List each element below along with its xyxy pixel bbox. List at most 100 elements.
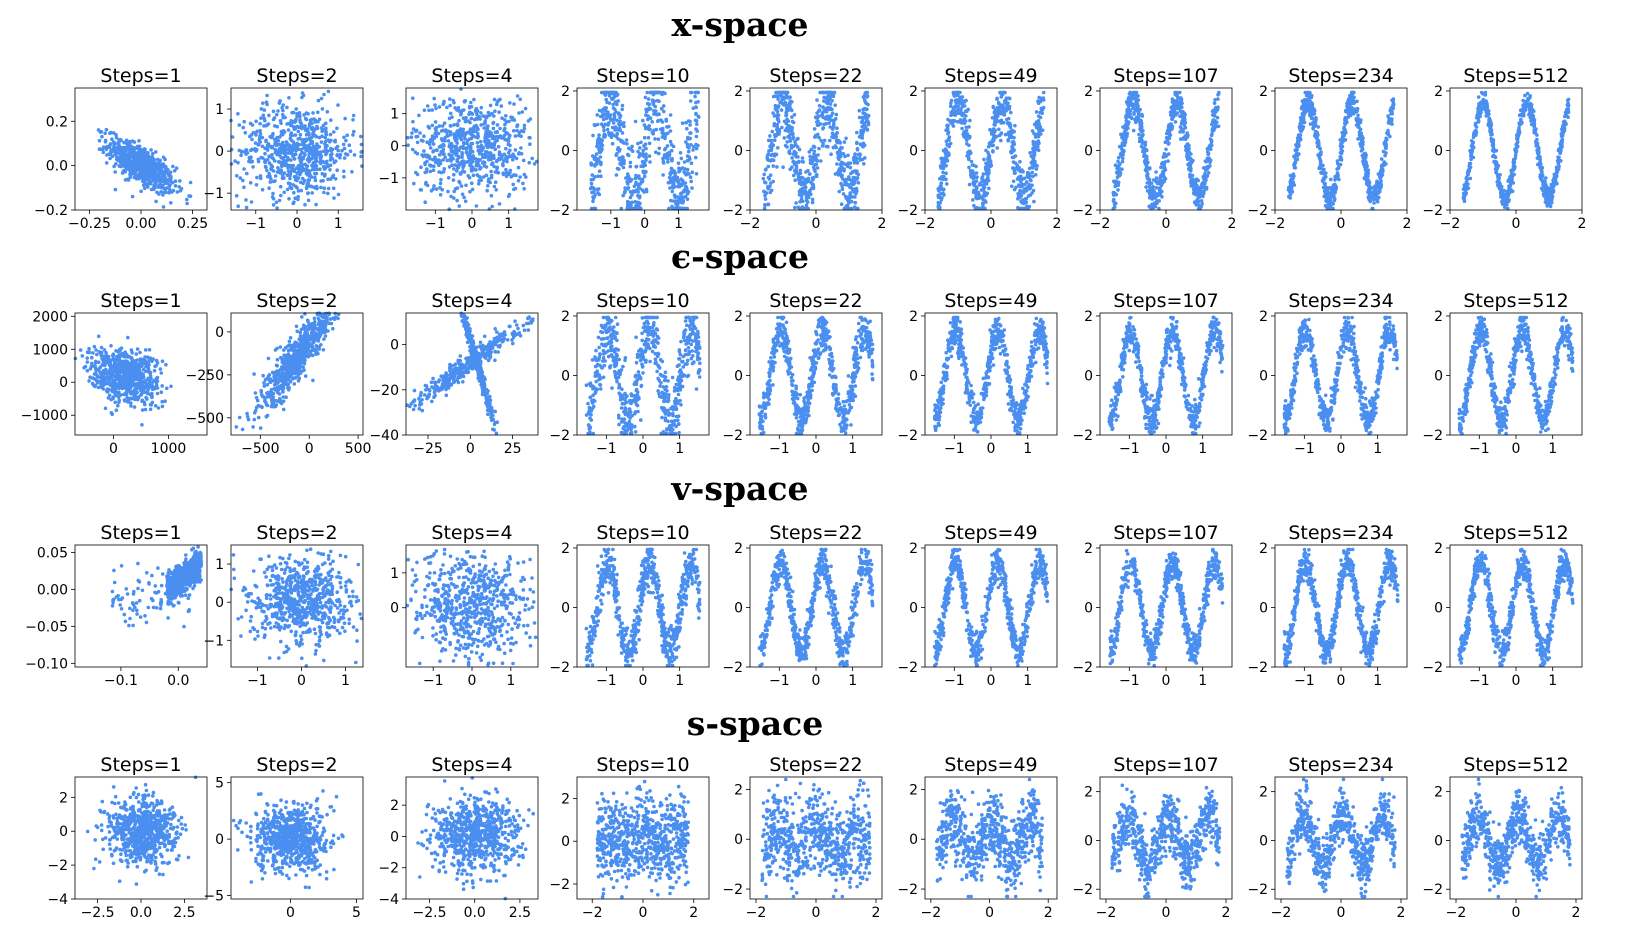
scatter-point [114, 188, 118, 192]
scatter-panel: Steps=1−0.25 0.00 0.25−0.20.00.2 [34, 65, 208, 232]
scatter-point [304, 138, 308, 142]
scatter-point [299, 121, 303, 125]
scatter-point [423, 200, 427, 204]
scatter-point [264, 140, 268, 144]
scatter-point [309, 139, 313, 143]
scatter-point [281, 113, 285, 117]
scatter-points [229, 90, 364, 210]
scatter-point [267, 122, 271, 126]
scatter-point [242, 186, 246, 190]
y-tick-label: 0 [215, 144, 224, 160]
scatter-point [131, 195, 135, 199]
scatter-point [260, 107, 264, 111]
scatter-point [131, 154, 135, 158]
scatter-point [294, 149, 298, 153]
panel-title: Steps=2 [256, 65, 337, 87]
scatter-point [249, 149, 253, 153]
scatter-point [138, 160, 142, 164]
scatter-point [171, 165, 175, 169]
scatter-point [335, 168, 339, 172]
scatter-point [332, 196, 336, 200]
scatter-point [322, 93, 326, 97]
y-tick-label: −1 [203, 186, 224, 202]
scatter-point [113, 170, 117, 174]
scatter-point [310, 191, 314, 195]
scatter-point [248, 157, 252, 161]
scatter-point [242, 120, 246, 124]
scatter-point [116, 159, 120, 163]
scatter-point [486, 184, 490, 188]
scatter-point [266, 144, 270, 148]
scatter-point [504, 168, 508, 172]
scatter-point [130, 165, 134, 169]
scatter-point [323, 174, 327, 178]
scatter-point [283, 164, 287, 168]
scatter-point [315, 125, 319, 129]
scatter-point [287, 169, 291, 173]
scatter-point [244, 152, 248, 156]
scatter-point [273, 159, 277, 163]
scatter-point [110, 148, 114, 152]
scatter-point [150, 188, 154, 192]
scatter-point [282, 156, 286, 160]
scatter-point [314, 159, 318, 163]
scatter-point [185, 202, 189, 206]
scatter-point [292, 200, 296, 204]
scatter-point [151, 152, 155, 156]
scatter-point [500, 104, 504, 108]
scatter-point [141, 160, 145, 164]
scatter-point [449, 124, 453, 128]
scatter-point [230, 162, 234, 166]
scatter-point [263, 152, 267, 156]
scatter-point [445, 106, 449, 110]
scatter-point [301, 143, 305, 147]
scatter-point [174, 184, 178, 188]
row-title-s-space: s-space [687, 704, 823, 743]
scatter-point [104, 139, 108, 143]
scatter-point [438, 105, 442, 109]
scatter-point [255, 183, 259, 187]
scatter-point [278, 199, 282, 203]
scatter-point [288, 182, 292, 186]
scatter-point [265, 100, 269, 104]
scatter-point [495, 160, 499, 164]
scatter-point [282, 152, 286, 156]
scatter-point [281, 103, 285, 107]
scatter-point [518, 98, 522, 102]
scatter-point [176, 190, 180, 194]
scatter-point [98, 139, 102, 143]
scatter-point [359, 135, 363, 139]
scatter-point [259, 177, 263, 181]
scatter-point [236, 204, 240, 208]
scatter-point [293, 175, 297, 179]
scatter-point [279, 194, 283, 198]
x-tick-label: 0.25 [177, 216, 208, 232]
scatter-point [124, 162, 128, 166]
scatter-point [277, 139, 281, 143]
scatter-point [273, 138, 277, 142]
scatter-point [280, 170, 284, 174]
scatter-point [307, 152, 311, 156]
scatter-point [254, 133, 258, 137]
scatter-point [329, 133, 333, 137]
scatter-point [264, 165, 268, 169]
scatter-point [258, 140, 262, 144]
scatter-point [297, 130, 301, 134]
scatter-point [489, 170, 493, 174]
scatter-point [236, 112, 240, 116]
scatter-point [121, 154, 125, 158]
scatter-point [116, 147, 120, 151]
scatter-point [295, 179, 299, 183]
scatter-point [324, 153, 328, 157]
scatter-point [136, 174, 140, 178]
scatter-point [322, 191, 326, 195]
scatter-point [242, 167, 246, 171]
scatter-point [319, 179, 323, 183]
scatter-point [185, 198, 189, 202]
scatter-point [303, 124, 307, 128]
scatter-point [285, 159, 289, 163]
scatter-point [270, 163, 274, 167]
scatter-point [285, 106, 289, 110]
scatter-point [250, 138, 254, 142]
scatter-point [157, 185, 161, 189]
